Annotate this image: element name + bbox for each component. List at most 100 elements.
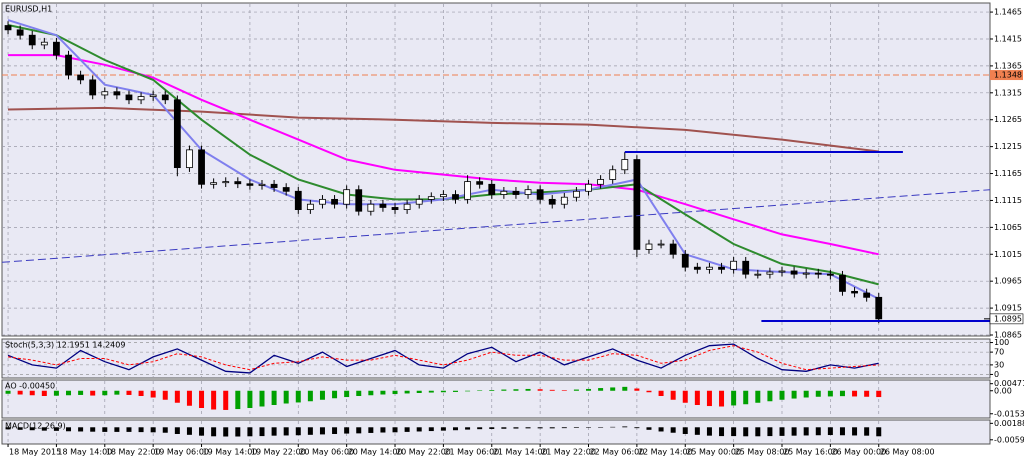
histogram-bar <box>380 427 386 433</box>
histogram-bar <box>259 427 265 437</box>
panel-title: Stoch(5,3,3) 12.1951 14.2409 <box>5 341 125 350</box>
histogram-bar <box>78 427 84 432</box>
candle-body <box>669 243 677 255</box>
x-tick-label: 25 May 08:00 <box>735 448 790 457</box>
candle-body <box>863 292 871 298</box>
histogram-bar <box>815 390 821 397</box>
candle-body <box>875 296 883 320</box>
histogram-bar <box>501 427 507 429</box>
candle-body <box>766 271 774 275</box>
histogram-bar <box>839 427 845 436</box>
y-tick-label: 70 <box>994 348 1004 357</box>
histogram-bar <box>150 427 156 433</box>
candle-body <box>246 183 254 186</box>
histogram-bar <box>489 427 495 429</box>
histogram-bar <box>29 390 35 396</box>
y-tick-label: 0.00471 <box>994 379 1024 388</box>
panel-title: EURUSD,H1 <box>5 5 52 14</box>
candle-body <box>306 203 314 210</box>
candle-body <box>294 190 302 210</box>
histogram-bar <box>586 427 592 428</box>
histogram-bar <box>416 390 422 393</box>
y-tick-label: 1.1015 <box>994 250 1022 259</box>
y-tick-label: 0 <box>994 370 999 379</box>
histogram-bar <box>525 388 531 391</box>
candle-body <box>137 96 145 101</box>
candle-body <box>839 274 846 292</box>
histogram-bar <box>719 390 725 407</box>
histogram-bar <box>66 427 72 432</box>
x-tick-label: 19 May 22:00 <box>251 448 306 457</box>
histogram-bar <box>186 390 192 406</box>
histogram-bar <box>513 427 519 429</box>
histogram-bar <box>561 390 567 391</box>
histogram-bar <box>670 427 676 433</box>
histogram-bar <box>561 427 567 429</box>
histogram-bar <box>368 427 374 433</box>
candle-body <box>4 25 12 31</box>
histogram-bar <box>694 390 700 405</box>
y-tick-label: 1.0965 <box>994 277 1022 286</box>
histogram-bar <box>319 390 325 400</box>
histogram-bar <box>90 390 96 396</box>
x-tick-label: 21 May 14:00 <box>493 448 548 457</box>
histogram-bar <box>477 390 483 391</box>
y-tick-label: 1.1365 <box>994 61 1022 70</box>
candle-body <box>524 189 532 195</box>
histogram-bar <box>223 427 229 437</box>
candle-body <box>186 149 193 169</box>
trend-line <box>1 189 991 263</box>
histogram-bar <box>404 427 410 432</box>
main-panel <box>1 2 991 337</box>
y-tick-label: 1.1165 <box>994 169 1022 178</box>
histogram-bar <box>199 427 205 436</box>
histogram-bar <box>344 390 350 398</box>
histogram-bar <box>211 390 217 410</box>
histogram-bar <box>598 388 604 391</box>
candle-body <box>560 196 568 205</box>
histogram-bar <box>682 427 688 434</box>
moving-average <box>7 106 879 153</box>
histogram-bar <box>622 386 628 391</box>
histogram-bar <box>295 390 301 403</box>
candle-body <box>802 272 810 275</box>
histogram-bar <box>162 427 168 433</box>
histogram-bar <box>670 390 676 400</box>
histogram-bar <box>573 389 579 391</box>
histogram-bar <box>356 427 362 434</box>
histogram-bar <box>174 427 180 434</box>
last-price-box <box>989 313 1024 325</box>
histogram-bar <box>743 390 749 405</box>
histogram-bar <box>428 427 434 432</box>
histogram-bar <box>706 390 712 407</box>
histogram-bar <box>138 427 144 433</box>
candle-body <box>778 270 786 273</box>
histogram-bar <box>114 427 120 432</box>
y-tick-label: 0.00188 <box>994 419 1024 428</box>
y-tick-label: 1.0915 <box>994 304 1022 313</box>
histogram-bar <box>658 427 664 432</box>
candle-body <box>161 94 169 101</box>
candle-body <box>597 179 605 185</box>
level-label: 1.1348 <box>994 71 1022 80</box>
histogram-bar <box>694 427 700 435</box>
candle-body <box>331 198 338 205</box>
x-tick-label: 25 May 16:00 <box>783 448 838 457</box>
candle-body <box>367 203 375 212</box>
histogram-bar <box>319 427 325 435</box>
histogram-bar <box>392 427 398 433</box>
histogram-bar <box>452 427 458 431</box>
histogram-bar <box>307 390 313 402</box>
candle-body <box>826 273 834 276</box>
x-tick-label: 26 May 08:00 <box>880 448 935 457</box>
histogram-bar <box>755 390 761 403</box>
x-tick-label: 19 May 14:00 <box>203 448 258 457</box>
candle-body <box>754 273 762 276</box>
histogram-bar <box>767 427 773 437</box>
last-price-label: 1.0895 <box>994 314 1022 323</box>
histogram-bar <box>610 426 616 428</box>
histogram-bar <box>344 427 350 434</box>
histogram-bar <box>634 427 640 429</box>
x-tick-label: 20 May 22:00 <box>396 448 451 457</box>
